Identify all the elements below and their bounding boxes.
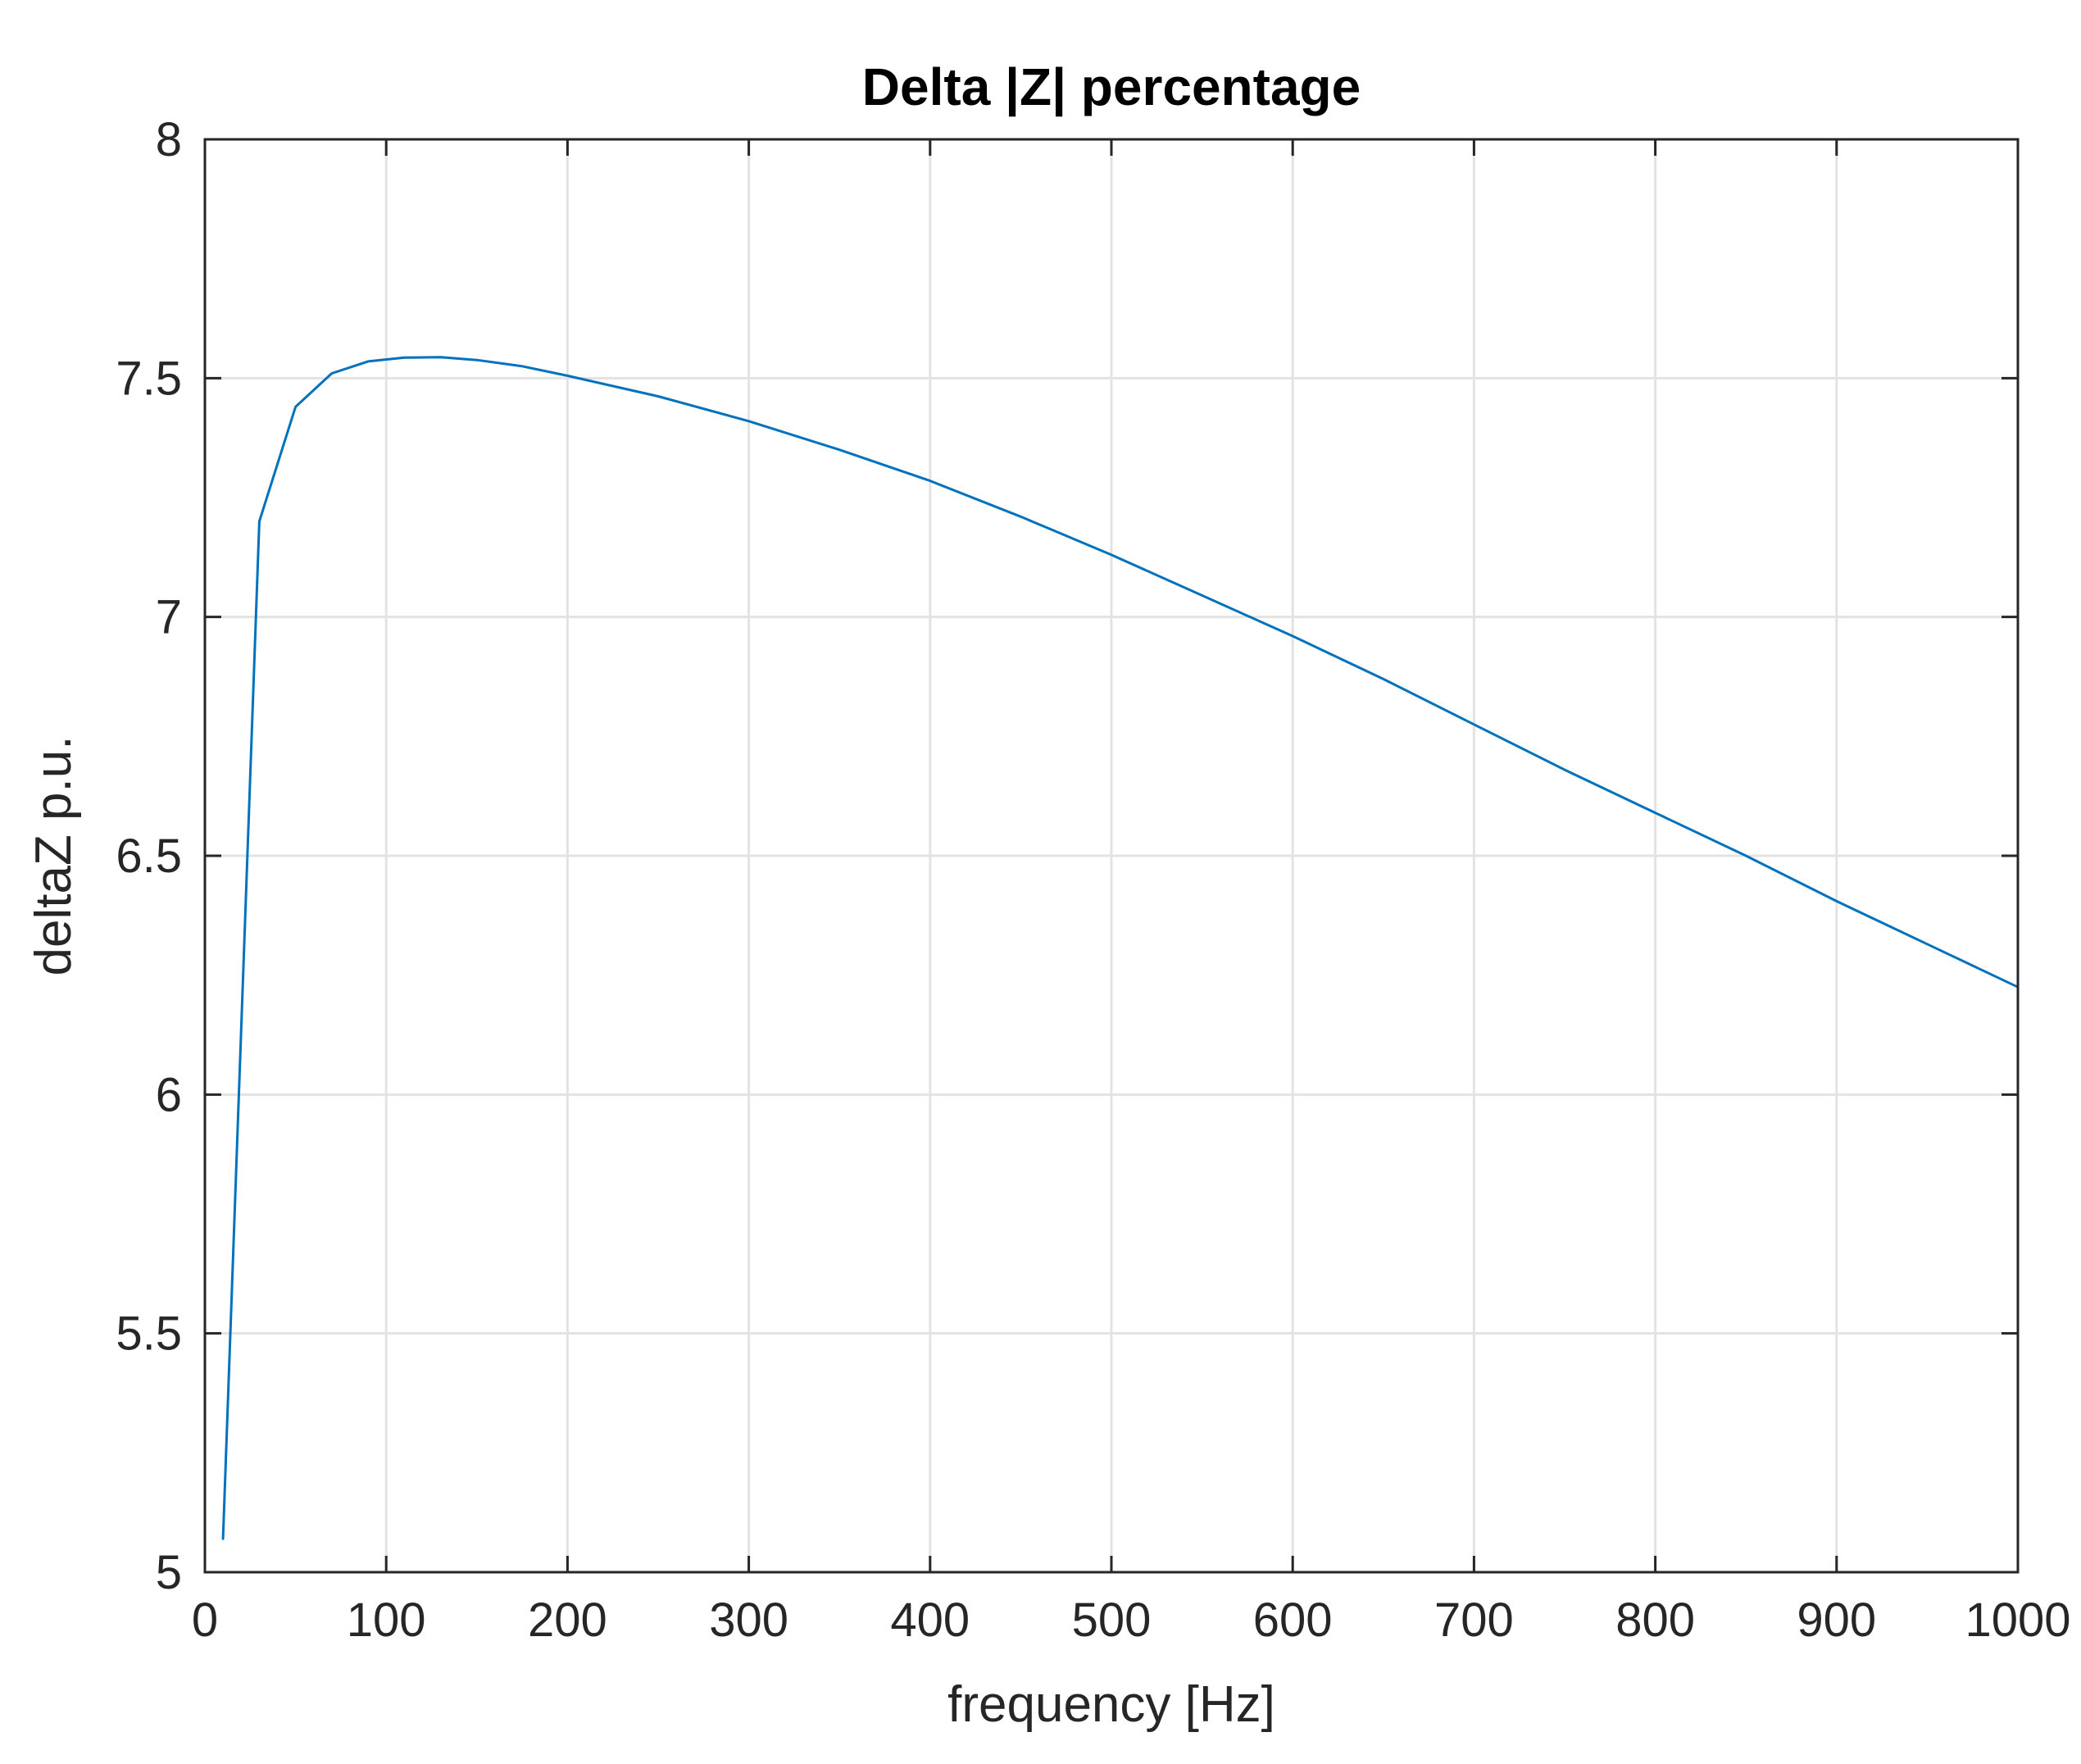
chart-title: Delta |Z| percentage: [862, 57, 1361, 117]
x-tick-label: 200: [528, 1594, 607, 1647]
y-tick-label: 8: [156, 113, 182, 166]
y-tick-label: 5: [156, 1546, 182, 1599]
x-tick-label: 100: [347, 1594, 426, 1647]
x-tick-label: 0: [192, 1594, 218, 1647]
series-lines: [221, 356, 2020, 1540]
tick-marks: [203, 138, 2020, 1574]
x-tick-labels: 0 100 200 300 400 500 600 700 800 900 1000: [192, 1594, 2071, 1647]
y-tick-label: 7.5: [116, 352, 182, 405]
x-tick-label: 400: [890, 1594, 970, 1647]
x-tick-label: 300: [709, 1594, 788, 1647]
y-tick-label: 5.5: [116, 1307, 182, 1361]
x-tick-label: 500: [1072, 1594, 1152, 1647]
grid-lines: [205, 139, 2018, 1572]
y-tick-label: 7: [156, 591, 182, 644]
x-tick-label: 900: [1797, 1594, 1876, 1647]
y-tick-label: 6: [156, 1068, 182, 1121]
y-tick-label: 6.5: [116, 830, 182, 883]
x-tick-label: 600: [1253, 1594, 1333, 1647]
x-tick-label: 800: [1615, 1594, 1695, 1647]
y-tick-labels: 5 5.5 6 6.5 7 7.5 8: [116, 113, 182, 1599]
x-tick-label: 700: [1434, 1594, 1514, 1647]
y-axis-title: deltaZ p.u.: [25, 736, 82, 976]
x-tick-label: 1000: [1965, 1594, 2070, 1647]
series-line-deltaZ: [221, 356, 2020, 1540]
x-axis-title: frequency [Hz]: [947, 1676, 1275, 1733]
